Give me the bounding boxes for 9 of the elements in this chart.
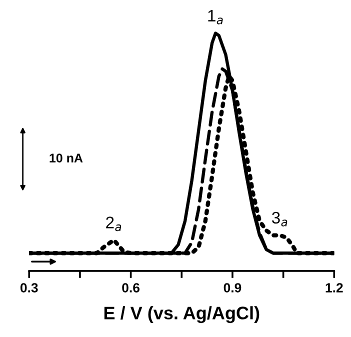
- annotation: 10 nA: [50, 154, 83, 162]
- annotation: 2$_{a}$: [106, 216, 122, 232]
- annotation: 3$_{a}$: [272, 212, 288, 226]
- x-axis-title: E / V (vs. Ag/AgCl): [104, 306, 260, 324]
- x-tick-label: 0.6: [122, 283, 140, 292]
- x-tick-label: 0.3: [20, 283, 38, 292]
- x-tick-label: 1.2: [326, 283, 343, 292]
- x-tick-label: 0.9: [224, 283, 242, 292]
- annotation: 1$_{a}$: [208, 10, 223, 24]
